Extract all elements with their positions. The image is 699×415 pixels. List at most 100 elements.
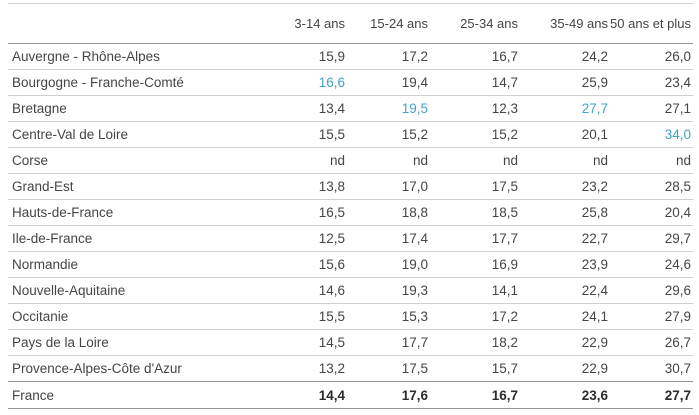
region-label: Hauts-de-France [8,199,266,226]
value-cell: 25,8 [520,199,610,226]
table-row: Centre-Val de Loire 15,5 15,2 15,2 20,1 … [8,121,693,148]
value-cell: 17,2 [347,43,430,70]
value-cell: 17,0 [347,173,430,200]
value-cell: 15,7 [430,355,520,382]
total-region-label: France [8,381,266,409]
table-row: Hauts-de-France 16,5 18,8 18,5 25,8 20,4 [8,199,693,226]
value-cell: 24,2 [520,43,610,70]
table-row: Corse nd nd nd nd nd [8,147,693,174]
value-cell: 15,5 [266,303,347,330]
value-cell: 27,7 [520,95,610,122]
value-cell: 13,2 [266,355,347,382]
value-cell: 23,4 [610,69,693,96]
header-row: 3-14 ans 15-24 ans 25-34 ans 35-49 ans 5… [8,3,693,44]
value-cell: 17,5 [430,173,520,200]
value-cell: 27,9 [610,303,693,330]
table-body: Auvergne - Rhône-Alpes 15,9 17,2 16,7 24… [8,43,693,382]
value-cell: 19,0 [347,251,430,278]
value-cell: 30,7 [610,355,693,382]
value-cell: 17,2 [430,303,520,330]
column-header-3-14: 3-14 ans [266,3,347,44]
table-row: Pays de la Loire 14,5 17,7 18,2 22,9 26,… [8,329,693,356]
value-cell: nd [430,147,520,174]
value-cell: 14,5 [266,329,347,356]
value-cell: 22,4 [520,277,610,304]
value-cell: 29,7 [610,225,693,252]
value-cell: 26,0 [610,43,693,70]
region-label: Nouvelle-Aquitaine [8,277,266,304]
table-row: Nouvelle-Aquitaine 14,6 19,3 14,1 22,4 2… [8,277,693,304]
value-cell: 15,5 [266,121,347,148]
value-cell: 17,4 [347,225,430,252]
value-cell: 22,9 [520,355,610,382]
region-label: Pays de la Loire [8,329,266,356]
value-cell: 18,5 [430,199,520,226]
column-header-35-49: 35-49 ans [520,3,610,44]
value-cell: 14,1 [430,277,520,304]
value-cell: 22,9 [520,329,610,356]
value-cell: 28,5 [610,173,693,200]
table-row: Auvergne - Rhône-Alpes 15,9 17,2 16,7 24… [8,43,693,70]
value-cell: 22,7 [520,225,610,252]
region-label: Occitanie [8,303,266,330]
table-row: Ile-de-France 12,5 17,4 17,7 22,7 29,7 [8,225,693,252]
total-value-cell: 16,7 [430,381,520,409]
value-cell: 16,5 [266,199,347,226]
value-cell: 19,5 [347,95,430,122]
value-cell: 34,0 [610,121,693,148]
value-cell: 14,7 [430,69,520,96]
value-cell: 16,7 [430,43,520,70]
table-row: Bretagne 13,4 19,5 12,3 27,7 27,1 [8,95,693,122]
value-cell: 14,6 [266,277,347,304]
region-label: Bourgogne - Franche-Comté [8,69,266,96]
value-cell: 15,2 [347,121,430,148]
value-cell: 25,9 [520,69,610,96]
table-row: Occitanie 15,5 15,3 17,2 24,1 27,9 [8,303,693,330]
value-cell: 13,4 [266,95,347,122]
value-cell: nd [610,147,693,174]
value-cell: 20,1 [520,121,610,148]
value-cell: 29,6 [610,277,693,304]
value-cell: nd [347,147,430,174]
value-cell: 27,1 [610,95,693,122]
value-cell: 18,2 [430,329,520,356]
total-value-cell: 17,6 [347,381,430,409]
value-cell: 17,5 [347,355,430,382]
total-value-cell: 23,6 [520,381,610,409]
region-label: Normandie [8,251,266,278]
total-row-france: France 14,4 17,6 16,7 23,6 27,7 [8,381,693,409]
value-cell: 26,7 [610,329,693,356]
value-cell: 24,1 [520,303,610,330]
table-row: Normandie 15,6 19,0 16,9 23,9 24,6 [8,251,693,278]
region-label: Provence-Alpes-Côte d'Azur [8,355,266,382]
table-row: Provence-Alpes-Côte d'Azur 13,2 17,5 15,… [8,355,693,382]
value-cell: 12,5 [266,225,347,252]
column-header-50-plus: 50 ans et plus [610,3,693,44]
region-label: Bretagne [8,95,266,122]
column-header-25-34: 25-34 ans [430,3,520,44]
value-cell: 12,3 [430,95,520,122]
value-cell: nd [520,147,610,174]
total-value-cell: 14,4 [266,381,347,409]
value-cell: 19,4 [347,69,430,96]
value-cell: 19,3 [347,277,430,304]
region-label: Centre-Val de Loire [8,121,266,148]
value-cell: 17,7 [430,225,520,252]
value-cell: 16,6 [266,69,347,96]
value-cell: 15,9 [266,43,347,70]
value-cell: 13,8 [266,173,347,200]
value-cell: 18,8 [347,199,430,226]
region-label: Auvergne - Rhône-Alpes [8,43,266,70]
region-label: Ile-de-France [8,225,266,252]
value-cell: 15,3 [347,303,430,330]
column-header-15-24: 15-24 ans [347,3,430,44]
region-label: Grand-Est [8,173,266,200]
value-cell: 17,7 [347,329,430,356]
value-cell: 23,9 [520,251,610,278]
region-column-header [8,3,266,44]
value-cell: 15,2 [430,121,520,148]
table-row: Grand-Est 13,8 17,0 17,5 23,2 28,5 [8,173,693,200]
total-value-cell: 27,7 [610,381,693,409]
regional-age-table: 3-14 ans 15-24 ans 25-34 ans 35-49 ans 5… [8,3,693,409]
